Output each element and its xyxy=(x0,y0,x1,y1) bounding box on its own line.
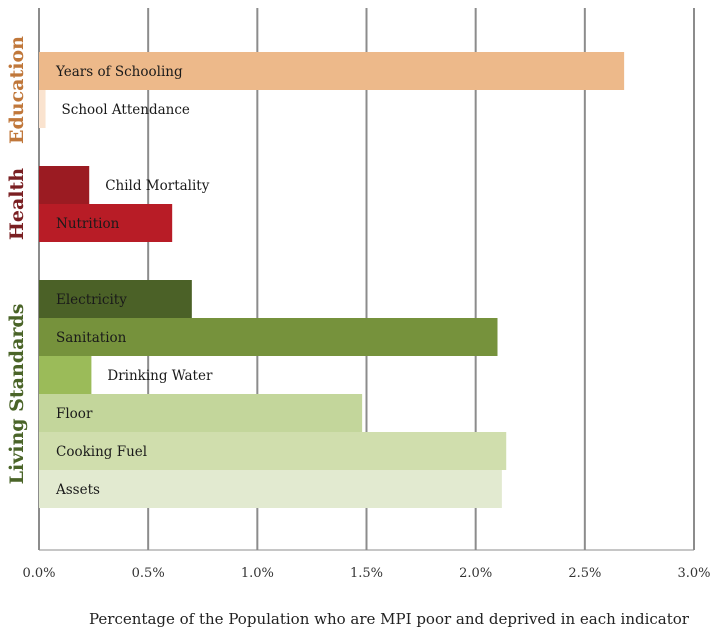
bar xyxy=(39,470,502,508)
x-tick-label: 2.0% xyxy=(459,566,492,581)
bar-label: Cooking Fuel xyxy=(56,444,147,460)
bar xyxy=(39,280,192,318)
bar-label: Years of Schooling xyxy=(55,64,183,80)
bar xyxy=(39,318,498,356)
group-label: Education xyxy=(6,36,28,144)
bar-label: School Attendance xyxy=(62,102,190,118)
bar-label: Nutrition xyxy=(56,216,120,232)
bar xyxy=(39,432,507,470)
bar xyxy=(39,166,90,204)
bar-label: Sanitation xyxy=(56,330,127,346)
bar xyxy=(39,394,363,432)
group-label: Living Standards xyxy=(6,304,28,485)
x-tick-label: 2.5% xyxy=(568,566,601,581)
x-axis-ticks: 0.0% 0.5% 1.0% 1.5% 2.0% 2.5% 3.0% xyxy=(22,566,710,581)
bar-label: Child Mortality xyxy=(105,178,210,194)
x-tick-label: 0.5% xyxy=(132,566,165,581)
x-tick-label: 3.0% xyxy=(677,566,710,581)
x-tick-label: 1.5% xyxy=(350,566,383,581)
group-labels: Education Health Living Standards xyxy=(6,36,28,485)
bar-label: Electricity xyxy=(56,292,127,308)
gridlines xyxy=(38,8,695,551)
bar-label: Drinking Water xyxy=(107,368,213,384)
bar xyxy=(39,356,92,394)
bars xyxy=(39,52,625,508)
group-label: Health xyxy=(6,168,28,240)
bar xyxy=(39,204,173,242)
x-axis-title: Percentage of the Population who are MPI… xyxy=(89,610,690,627)
bar xyxy=(39,52,625,90)
bar-labels: Years of Schooling School Attendance Child… xyxy=(55,64,213,498)
x-tick-label: 1.0% xyxy=(241,566,274,581)
bar-label: Floor xyxy=(56,406,93,422)
bar xyxy=(39,90,46,128)
x-tick-label: 0.0% xyxy=(22,566,55,581)
bar-label: Assets xyxy=(55,482,100,498)
